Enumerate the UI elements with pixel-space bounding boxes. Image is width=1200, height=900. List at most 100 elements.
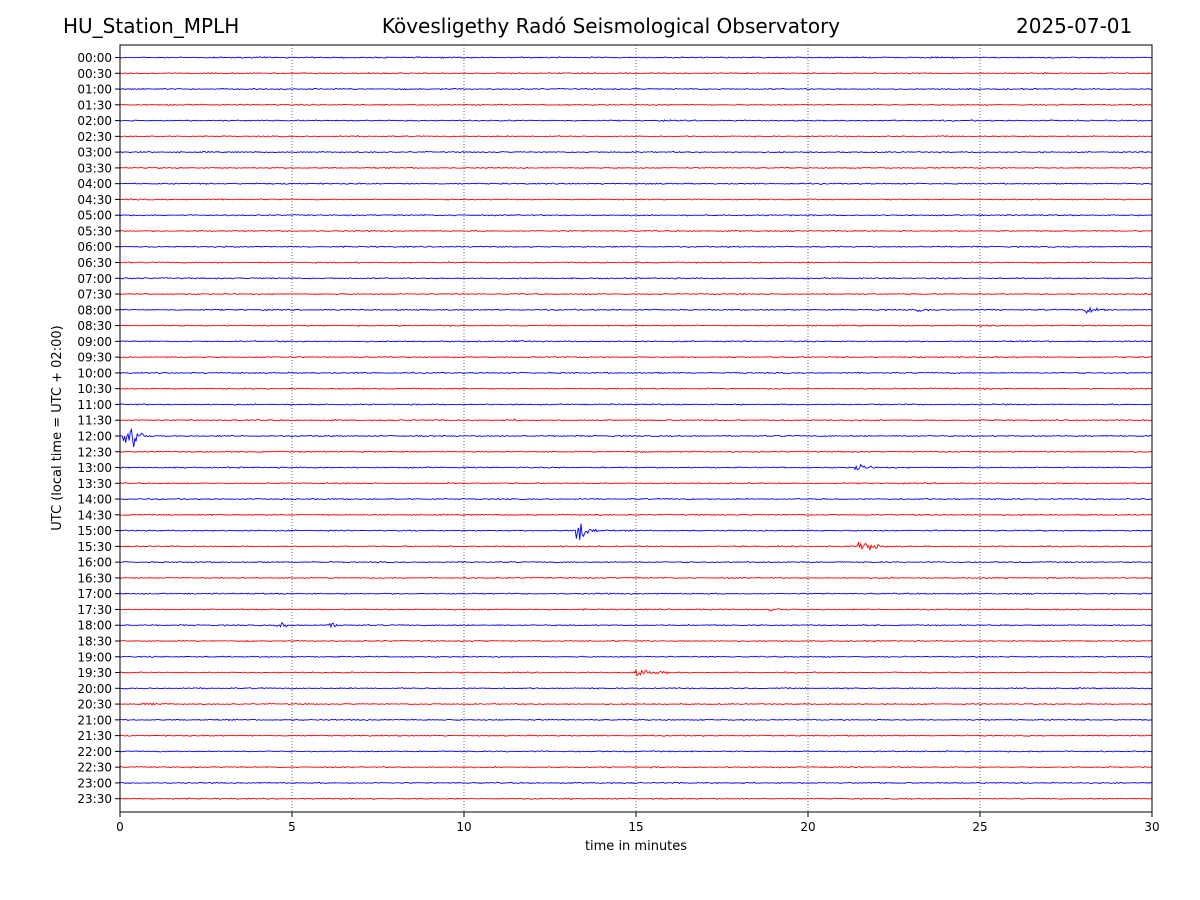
x-tick-label-0: 0 xyxy=(116,820,124,834)
y-tick-label: 08:30 xyxy=(77,319,112,333)
y-tick-label: 23:30 xyxy=(77,792,112,806)
trace-15:30 xyxy=(119,541,1153,552)
y-tick-label: 18:30 xyxy=(77,634,112,648)
trace-04:30 xyxy=(119,198,1153,201)
trace-16:00 xyxy=(119,560,1153,564)
y-tick-label: 11:30 xyxy=(77,414,112,428)
trace-18:30 xyxy=(119,639,1153,643)
y-tick-label: 21:30 xyxy=(77,729,112,743)
trace-01:00 xyxy=(119,87,1153,91)
y-tick-label: 14:00 xyxy=(77,493,112,507)
trace-11:30 xyxy=(119,418,1153,422)
trace-20:00 xyxy=(119,687,1153,690)
trace-07:30 xyxy=(119,292,1153,296)
y-tick-label: 00:30 xyxy=(77,67,112,81)
y-tick-label: 02:00 xyxy=(77,114,112,128)
trace-00:30 xyxy=(119,71,1153,75)
trace-13:00 xyxy=(119,463,1153,471)
trace-16:30 xyxy=(119,576,1153,580)
trace-06:30 xyxy=(119,261,1153,264)
x-tick-label-10: 10 xyxy=(456,820,471,834)
x-axis-label: time in minutes xyxy=(585,839,687,854)
y-tick-label: 16:00 xyxy=(77,556,112,570)
y-tick-label: 22:30 xyxy=(77,761,112,775)
y-tick-label: 20:00 xyxy=(77,682,112,696)
x-tick-label-5: 5 xyxy=(288,820,296,834)
trace-13:30 xyxy=(119,481,1153,485)
y-axis-label: UTC (local time = UTC + 02:00) xyxy=(50,325,65,530)
trace-11:00 xyxy=(119,403,1153,406)
y-tick-label: 09:00 xyxy=(77,335,112,349)
trace-22:00 xyxy=(119,750,1153,753)
trace-09:30 xyxy=(119,355,1153,359)
y-tick-label: 03:30 xyxy=(77,161,112,175)
y-tick-label: 08:00 xyxy=(77,303,112,317)
trace-15:00 xyxy=(119,523,1153,541)
y-tick-label: 20:30 xyxy=(77,698,112,712)
trace-23:00 xyxy=(119,781,1153,785)
y-tick-label: 04:30 xyxy=(77,193,112,207)
trace-14:00 xyxy=(119,497,1153,501)
trace-06:00 xyxy=(119,245,1153,249)
y-tick-label: 09:30 xyxy=(77,351,112,365)
trace-03:00 xyxy=(119,150,1153,154)
y-tick-label: 10:30 xyxy=(77,382,112,396)
trace-07:00 xyxy=(119,277,1153,280)
chart-title: Kövesligethy Radó Seismological Observat… xyxy=(381,14,841,38)
station-name: HU_Station_MPLH xyxy=(63,14,240,38)
trace-17:00 xyxy=(119,592,1153,596)
y-tick-label: 18:00 xyxy=(77,619,112,633)
y-tick-label: 22:00 xyxy=(77,745,112,759)
trace-22:30 xyxy=(119,765,1153,769)
trace-01:30 xyxy=(119,103,1153,107)
y-tick-label: 01:30 xyxy=(77,98,112,112)
trace-19:30 xyxy=(119,668,1153,677)
y-tick-label: 07:30 xyxy=(77,288,112,302)
trace-21:30 xyxy=(119,734,1153,737)
trace-05:30 xyxy=(119,229,1153,233)
x-axis: 0 5 10 15 20 25 30 xyxy=(116,812,1160,834)
y-tick-label: 06:30 xyxy=(77,256,112,270)
seismogram-traces xyxy=(119,56,1153,801)
y-tick-label: 15:00 xyxy=(77,524,112,538)
y-tick-label: 23:00 xyxy=(77,776,112,790)
trace-08:30 xyxy=(119,324,1153,328)
trace-04:00 xyxy=(119,182,1153,185)
y-tick-label: 17:30 xyxy=(77,603,112,617)
trace-09:00 xyxy=(119,339,1153,343)
y-tick-label: 04:00 xyxy=(77,177,112,191)
y-tick-label: 05:30 xyxy=(77,224,112,238)
y-tick-label: 00:00 xyxy=(77,51,112,65)
y-tick-label: 10:00 xyxy=(77,366,112,380)
y-tick-label: 19:30 xyxy=(77,666,112,680)
trace-12:30 xyxy=(119,450,1153,454)
y-tick-label: 17:00 xyxy=(77,587,112,601)
trace-03:30 xyxy=(119,166,1153,170)
y-tick-label: 13:30 xyxy=(77,477,112,491)
y-tick-label: 21:00 xyxy=(77,713,112,727)
trace-12:00 xyxy=(119,427,1153,448)
trace-08:00 xyxy=(119,306,1153,314)
y-tick-label: 01:00 xyxy=(77,83,112,97)
y-tick-label: 19:00 xyxy=(77,650,112,664)
x-tick-label-15: 15 xyxy=(628,820,643,834)
trace-10:30 xyxy=(119,387,1153,391)
y-tick-label: 05:00 xyxy=(77,209,112,223)
trace-02:30 xyxy=(119,135,1153,138)
x-tick-label-25: 25 xyxy=(972,820,987,834)
trace-02:00 xyxy=(119,119,1153,122)
grid-lines xyxy=(291,45,981,812)
trace-20:30 xyxy=(119,702,1153,706)
x-tick-label-20: 20 xyxy=(800,820,815,834)
trace-21:00 xyxy=(119,718,1153,722)
trace-10:00 xyxy=(119,371,1153,375)
trace-19:00 xyxy=(119,655,1153,659)
y-tick-label: 12:30 xyxy=(77,445,112,459)
trace-05:00 xyxy=(119,213,1153,217)
trace-17:30 xyxy=(119,608,1153,612)
y-tick-label: 11:00 xyxy=(77,398,112,412)
y-tick-label: 16:30 xyxy=(77,571,112,585)
y-tick-label: 02:30 xyxy=(77,130,112,144)
